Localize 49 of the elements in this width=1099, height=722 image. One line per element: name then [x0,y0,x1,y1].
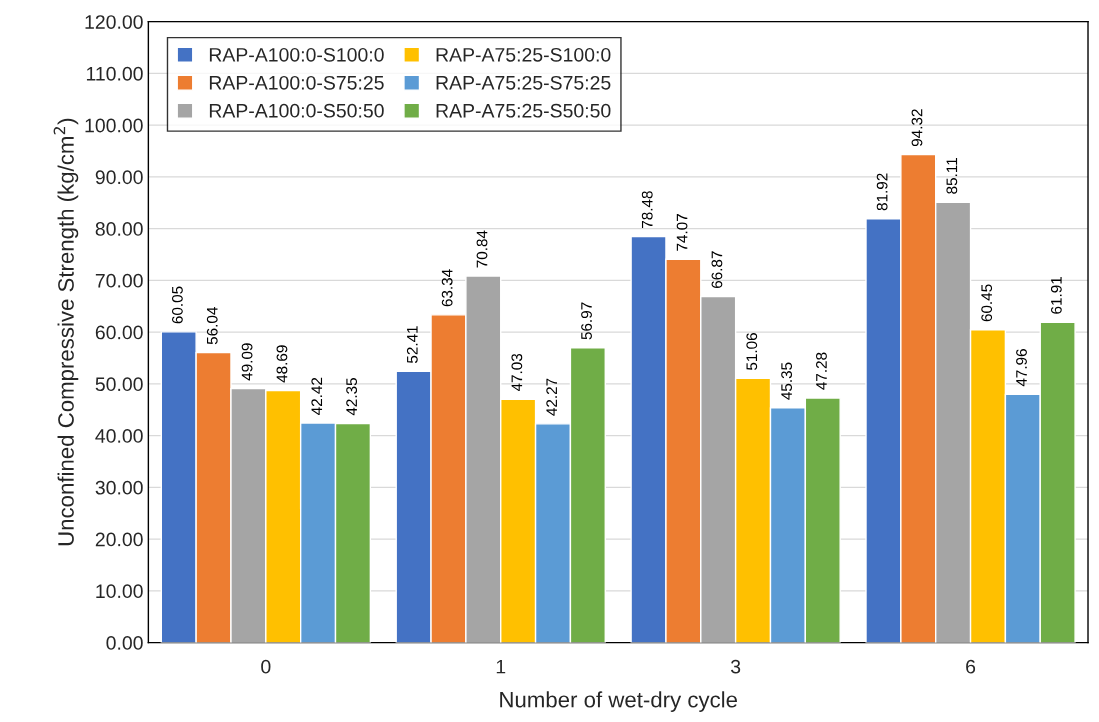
legend-label: RAP-A75:25-S75:25 [436,75,611,90]
legend-label: RAP-A100:0-S50:50 [209,103,384,118]
data-label: 81.92 [876,173,888,211]
data-label: 85.11 [946,158,958,194]
data-label: 60.45 [981,284,993,322]
data-label: 63.34 [441,269,453,307]
data-label: 56.04 [206,307,218,345]
y-tick-label: 30.00 [95,480,143,495]
y-tick-label: 20.00 [95,532,143,547]
data-label: 66.87 [711,251,723,289]
y-tick-label: 60.00 [95,325,143,340]
legend-label: RAP-A75:25-S100:0 [436,47,611,62]
data-label: 70.84 [476,230,488,268]
data-label: 74.07 [676,214,688,251]
data-label: 42.35 [346,378,358,416]
y-tick-label: 0.00 [106,636,143,650]
data-label: 47.03 [511,353,523,392]
y-tick-label: 90.00 [95,170,143,185]
data-label: 52.41 [406,326,418,364]
y-tick-label: 40.00 [95,429,143,443]
data-label: 94.32 [911,109,923,147]
data-label: 60.05 [171,286,183,324]
data-label: 49.09 [241,343,253,381]
data-label: 51.06 [746,333,758,371]
data-label: 45.35 [781,362,793,400]
data-label: 42.27 [546,378,557,416]
legend-label: RAP-A100:0-S75:25 [209,75,384,90]
legend-label: RAP-A75:25-S50:50 [436,103,611,118]
y-tick-label: 10.00 [96,584,143,599]
data-label: 42.42 [311,377,323,415]
data-label: 48.69 [276,345,288,383]
x-tick-label: 6 [966,659,976,674]
y-tick-label: 110.00 [86,66,143,81]
y-tick-label: 120.00 [85,15,143,29]
data-label: 47.96 [1016,349,1027,387]
y-tick-label: 100.00 [85,118,143,133]
x-tick-label: 0 [261,659,271,674]
legend-label: RAP-A100:0-S100:0 [209,47,384,62]
data-label: 47.28 [816,352,827,390]
y-tick-label: 70.00 [95,273,143,288]
x-tick-label: 1 [496,659,506,674]
y-tick-label: 50.00 [95,377,143,392]
data-label: 61.91 [1050,276,1062,314]
y-tick-label: 80.00 [95,222,143,236]
x-axis-title: Number of wet-dry cycle [500,691,737,712]
data-label: 78.48 [641,191,653,228]
data-label: 56.97 [581,302,592,340]
x-tick-label: 3 [730,659,741,674]
y-axis-title: Unconfined Compressive Strength (kg/cm$^{2}$) [53,118,79,546]
